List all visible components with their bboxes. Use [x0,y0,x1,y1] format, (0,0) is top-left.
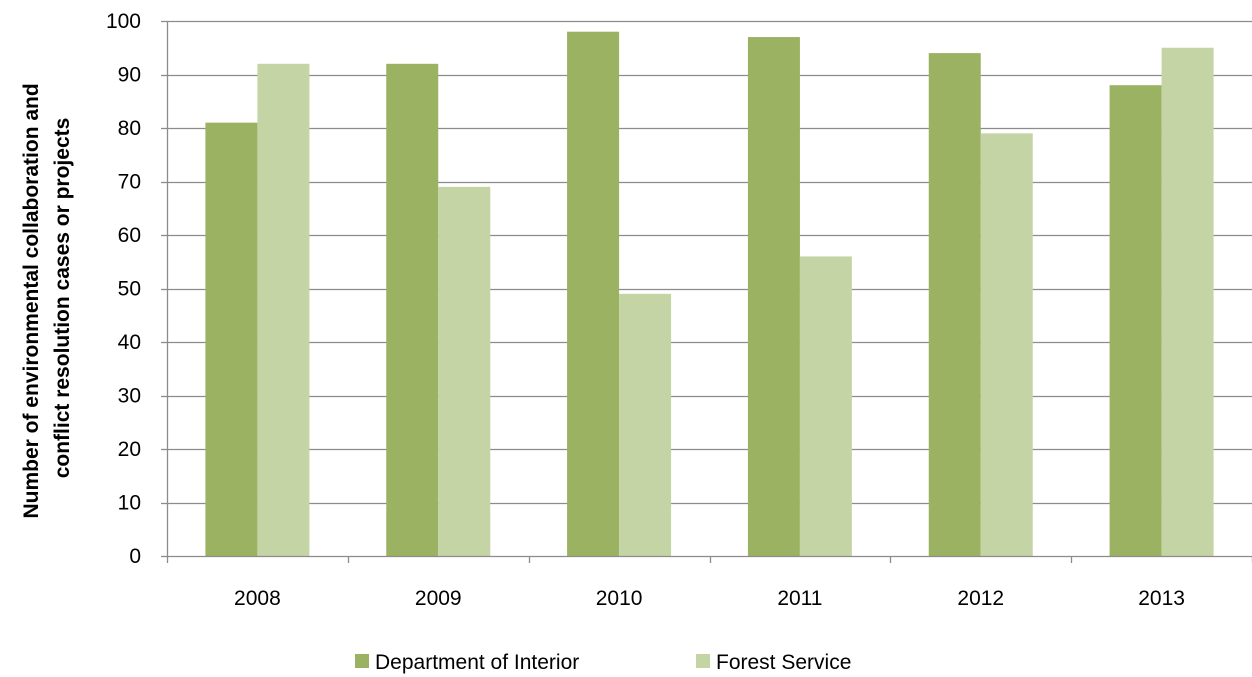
x-tick-label: 2010 [596,587,643,610]
axes [166,21,1252,563]
bar-forest-service-2010 [619,293,672,556]
x-tick-label: 2009 [415,587,462,610]
legend: Department of Interior Forest Service [355,651,851,674]
legend-item: Forest Service [696,651,851,674]
y-tick-label: 60 [118,224,141,247]
y-axis-title-line-2: conflict resolution cases or projects [51,118,74,479]
x-tick-label: 2011 [777,587,822,610]
y-tick-label: 50 [118,278,141,301]
bar-forest-service-2013 [1161,47,1214,556]
bar-forest-service-2008 [257,63,310,557]
bar-department-of-interior-2011 [747,37,800,557]
legend-label: Forest Service [716,651,851,674]
legend-label: Department of Interior [375,651,579,674]
y-tick-labels: 0 10 20 30 40 50 60 70 80 90 100 [106,10,141,568]
y-axis-title-line-1: Number of environmental collaboration an… [20,83,43,518]
y-tick-label: 80 [118,117,141,140]
y-tick-label: 20 [118,438,141,461]
bar-department-of-interior-2013 [1109,85,1162,556]
y-axis-title: Number of environmental collaboration an… [20,77,74,518]
y-tick-label: 10 [118,492,141,515]
bars [205,31,1214,557]
legend-swatch [696,654,710,668]
bar-department-of-interior-2008 [205,122,258,557]
bar-forest-service-2012 [980,133,1033,556]
legend-item: Department of Interior [355,651,579,674]
y-tick-label: 90 [118,64,141,87]
x-tick-label: 2008 [234,587,281,610]
y-tick-label: 0 [129,545,141,568]
bar-department-of-interior-2012 [928,53,981,556]
bar-forest-service-2011 [799,256,852,556]
bar-department-of-interior-2009 [386,63,439,557]
y-tick-label: 70 [118,171,141,194]
x-tick-labels: 2008 2009 2010 2011 2012 2013 [234,587,1185,610]
gridlines [161,20,1252,558]
bar-department-of-interior-2010 [567,31,620,556]
y-tick-label: 30 [118,385,141,408]
y-tick-label: 40 [118,331,141,354]
x-tick-label: 2012 [957,587,1004,610]
legend-swatch [355,654,369,668]
x-tick-label: 2013 [1138,587,1185,610]
y-tick-label: 100 [106,10,141,33]
bar-forest-service-2009 [438,186,491,556]
